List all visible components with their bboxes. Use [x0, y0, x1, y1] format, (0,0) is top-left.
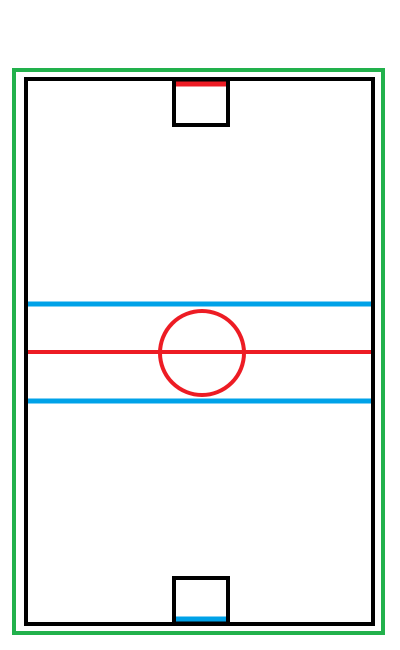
- bottom-goal: [172, 576, 230, 624]
- center-circle: [158, 309, 246, 397]
- top-goal: [172, 79, 230, 127]
- rink-outer-border: [12, 68, 385, 635]
